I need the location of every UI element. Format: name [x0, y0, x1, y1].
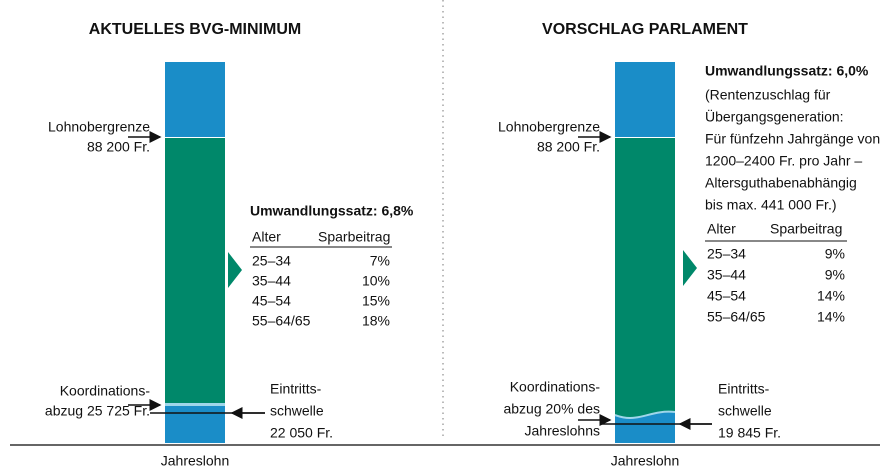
label: abzug 25 725 Fr. [45, 403, 150, 419]
table-cell: 15% [362, 293, 390, 309]
table-cell: 55–64/65 [252, 313, 311, 329]
label: Lohnobergrenze [48, 119, 150, 135]
pointer [228, 252, 242, 288]
table-cell: 9% [825, 246, 845, 262]
note: 1200–2400 Fr. pro Jahr – [705, 153, 862, 169]
label: 88 200 Fr. [87, 139, 150, 155]
label: 19 845 Fr. [718, 425, 781, 441]
label: Koordinations- [510, 379, 601, 395]
table-cell: 10% [362, 273, 390, 289]
table-header: Sparbeitrag [770, 221, 842, 237]
table-cell: 14% [817, 288, 845, 304]
table-cell: 55–64/65 [707, 309, 766, 325]
table-cell: 9% [825, 267, 845, 283]
table-cell: 18% [362, 313, 390, 329]
label: Lohnobergrenze [498, 119, 600, 135]
axis-label: Jahreslohn [611, 453, 680, 469]
note: Übergangsgeneration: [705, 108, 844, 125]
table-cell: 45–54 [252, 293, 291, 309]
label: schwelle [718, 403, 772, 419]
label: Eintritts- [718, 381, 770, 397]
label: Koordinations- [60, 383, 151, 399]
note: (Rentenzuschlag für [705, 87, 831, 103]
label: abzug 20% des [503, 401, 600, 417]
panel-title: AKTUELLES BVG-MINIMUM [89, 21, 301, 38]
table-cell: 25–34 [707, 246, 746, 262]
table-cell: 7% [370, 253, 390, 269]
label: 22 050 Fr. [270, 425, 333, 441]
column-stripe [165, 403, 225, 406]
label: 88 200 Fr. [537, 139, 600, 155]
label: Eintritts- [270, 381, 322, 397]
rate: Umwandlungssatz: 6,8% [250, 203, 414, 219]
pointer [683, 250, 697, 286]
table-cell: 35–44 [707, 267, 746, 283]
label: Jahreslohns [525, 423, 601, 439]
column-stripe [614, 410, 676, 420]
note: Für fünfzehn Jahrgänge von [705, 131, 880, 147]
label: schwelle [270, 403, 324, 419]
panel-title: VORSCHLAG PARLAMENT [542, 21, 748, 38]
note: bis max. 441 000 Fr.) [705, 197, 837, 213]
table-cell: 45–54 [707, 288, 746, 304]
axis-label: Jahreslohn [161, 453, 230, 469]
table-header: Alter [252, 229, 281, 245]
table-cell: 35–44 [252, 273, 291, 289]
rate: Umwandlungssatz: 6,0% [705, 63, 869, 79]
table-cell: 14% [817, 309, 845, 325]
column-green [165, 138, 225, 403]
table-header: Sparbeitrag [318, 229, 390, 245]
table-cell: 25–34 [252, 253, 291, 269]
note: Altersguthabenabhängig [705, 175, 857, 191]
table-header: Alter [707, 221, 736, 237]
column-green [615, 138, 675, 418]
